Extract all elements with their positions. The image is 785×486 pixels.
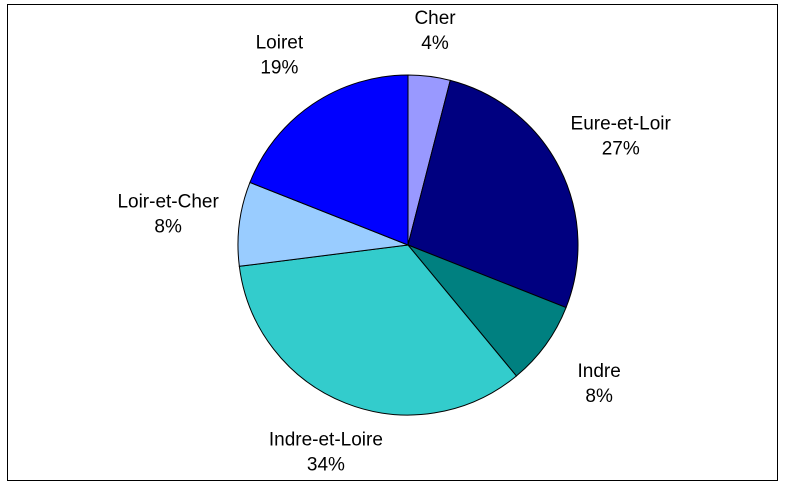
- slice-value-label: 4%: [421, 33, 449, 54]
- slice-label: Loiret: [256, 33, 304, 54]
- pie-slice: [238, 244, 518, 416]
- slice-value-label: 27%: [602, 139, 640, 160]
- slice-value-label: 34%: [307, 454, 345, 475]
- slice-label: Indre-et-Loire: [269, 429, 383, 450]
- pie-slice: [407, 79, 579, 309]
- slice-value-label: 8%: [585, 386, 613, 407]
- slice-label: Indre: [577, 361, 620, 382]
- pie-slice: [249, 74, 409, 246]
- slice-label: Eure-et-Loir: [571, 114, 672, 135]
- slice-value-label: 19%: [260, 58, 298, 79]
- slice-label: Loir-et-Cher: [117, 192, 219, 213]
- slice-value-label: 8%: [154, 217, 182, 238]
- slice-label: Cher: [414, 8, 456, 29]
